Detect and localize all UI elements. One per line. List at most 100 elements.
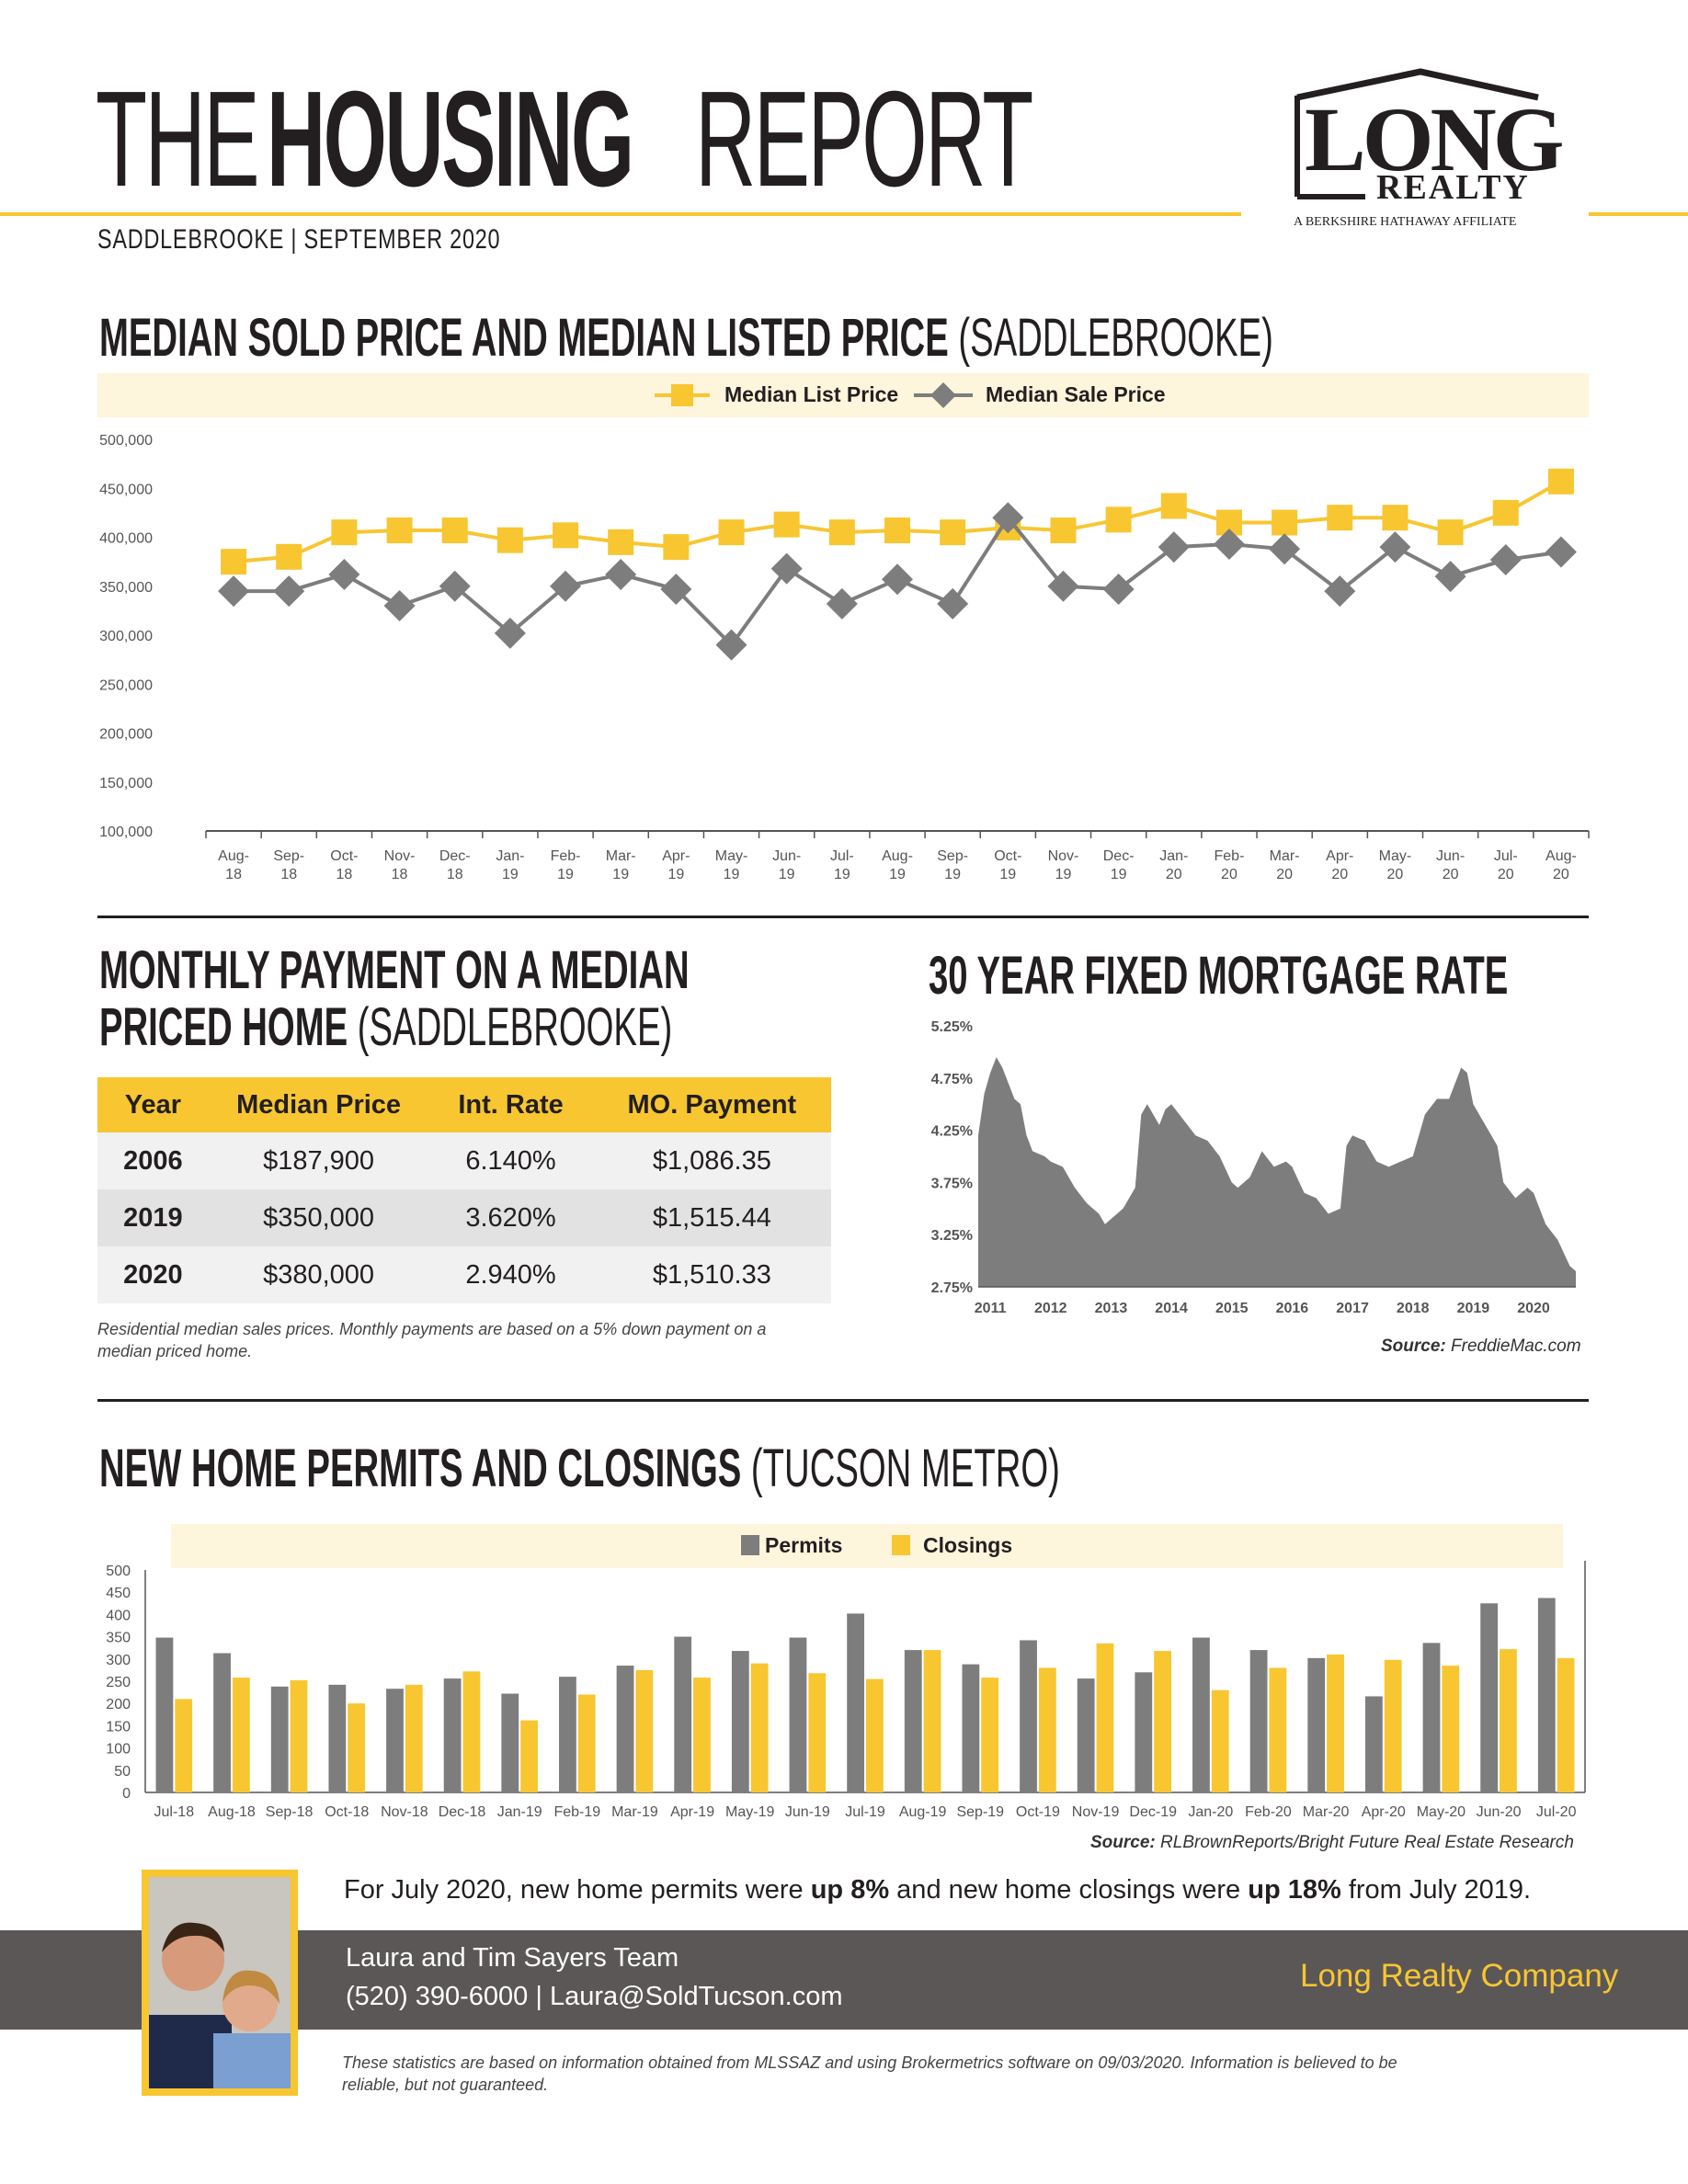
- x-tick-label: Dec-19: [1103, 848, 1135, 882]
- x-tick-label: Jan-19: [496, 848, 524, 882]
- x-tick-label: Jan-20: [1159, 848, 1188, 882]
- title-report: REPORT: [695, 63, 1033, 215]
- x-tick-label: 2011: [975, 1301, 1007, 1316]
- x-tick-label: Feb-19: [551, 848, 581, 882]
- y-tick-label: 100: [106, 1742, 131, 1757]
- list-price-point: [663, 534, 690, 561]
- closings-bar: [1327, 1654, 1344, 1792]
- closings-bar: [577, 1694, 596, 1792]
- x-tick-label: Jul-19: [845, 1804, 885, 1820]
- closings-bar: [1211, 1689, 1229, 1792]
- sale-price-point: [439, 570, 471, 602]
- x-tick-label: Sep-18: [266, 1804, 314, 1820]
- column-header-year: Year: [97, 1077, 209, 1132]
- y-tick-label: 150,000: [99, 776, 153, 791]
- y-tick-label: 300: [106, 1653, 131, 1668]
- section-title-bold: NEW HOME PERMITS AND CLOSINGS: [99, 1439, 742, 1498]
- y-tick-label: 50: [114, 1764, 131, 1780]
- x-tick-label: Jul-19: [830, 848, 854, 882]
- list-price-point: [441, 518, 468, 544]
- median-price-section-title: MEDIAN SOLD PRICE AND MEDIAN LISTED PRIC…: [99, 309, 1273, 368]
- title-housing: HOUSING: [267, 63, 634, 215]
- x-tick-label: Oct-19: [994, 848, 1021, 882]
- x-tick-label: Mar-19: [606, 848, 636, 882]
- permits-bar: [847, 1613, 864, 1792]
- list-price-point: [1382, 505, 1409, 531]
- title-underline-right: [1589, 212, 1688, 216]
- legend-closings-swatch: [892, 1535, 910, 1555]
- mortgage-rate-area: [978, 1057, 1576, 1287]
- x-tick-label: Jul-20: [1494, 848, 1518, 882]
- mortgage-source: Source: FreddieMac.com: [1381, 1337, 1581, 1357]
- permits-summary: For July 2020, new home permits were up …: [344, 1875, 1531, 1905]
- closings-bar: [1384, 1659, 1402, 1792]
- x-tick-label: May-19: [715, 848, 748, 882]
- sale-price-point: [605, 558, 637, 590]
- table-header-row: Year Median Price Int. Rate MO. Payment: [97, 1077, 831, 1132]
- closings-bar: [175, 1699, 193, 1792]
- x-tick-label: Jun-19: [772, 848, 801, 882]
- list-price-point: [1160, 493, 1187, 519]
- y-tick-label: 250: [106, 1675, 131, 1690]
- x-tick-label: Nov-19: [1072, 1804, 1120, 1820]
- x-tick-label: 2020: [1517, 1301, 1550, 1316]
- x-tick-label: Jun-20: [1477, 1804, 1522, 1820]
- x-tick-label: Jan-19: [497, 1804, 542, 1820]
- sale-price-point: [328, 558, 360, 590]
- permits-bar: [443, 1678, 462, 1792]
- permits-section-title: NEW HOME PERMITS AND CLOSINGS (TUCSON ME…: [99, 1439, 1060, 1498]
- cell-mo-payment: $1,515.44: [592, 1189, 831, 1246]
- legend-list-price-label: Median List Price: [724, 382, 899, 406]
- x-tick-label: 2018: [1397, 1301, 1430, 1316]
- disclaimer-line: These statistics are based on informatio…: [342, 2053, 1397, 2072]
- permits-bar: [616, 1666, 634, 1792]
- mortgage-rate-area-chart: 5.25% 4.75% 4.25% 3.75% 3.25% 2.75%2011 2012 20…: [931, 1019, 1576, 1316]
- x-tick-label: Feb-20: [1245, 1804, 1292, 1820]
- sale-price-point: [1102, 573, 1135, 605]
- logo-long-text: LONG: [1305, 88, 1564, 190]
- legend-sale-price-label: Median Sale Price: [986, 382, 1166, 406]
- summary-permits-change: up 8%: [810, 1875, 890, 1905]
- y-tick-label: 150: [106, 1719, 131, 1735]
- x-tick-label: Mar-20: [1270, 848, 1300, 882]
- x-tick-label: Dec-18: [439, 1804, 486, 1820]
- x-tick-label: Sep-19: [937, 848, 968, 882]
- permits-bar: [1020, 1640, 1037, 1792]
- section-title-light: (SADDLEBROOKE): [958, 308, 1273, 368]
- agent-photo: [149, 1877, 291, 2088]
- permits-bar: [559, 1677, 576, 1792]
- closings-bar: [1269, 1667, 1287, 1792]
- y-tick-label: 500: [106, 1564, 131, 1579]
- list-price-point: [773, 511, 800, 538]
- x-tick-label: Apr-20: [1362, 1804, 1406, 1820]
- permits-bar: [904, 1650, 922, 1792]
- x-tick-label: Mar-20: [1303, 1804, 1350, 1820]
- list-price-point: [940, 519, 966, 546]
- team-name: Laura and Tim Sayers Team: [346, 1943, 679, 1973]
- table-row: 2019 $350,000 3.620% $1,515.44: [97, 1189, 831, 1246]
- column-header-int-rate: Int. Rate: [428, 1077, 593, 1132]
- company-name: Long Realty Company: [1300, 1958, 1619, 1994]
- x-tick-label: Apr-19: [662, 848, 690, 882]
- monthly-payment-table: Year Median Price Int. Rate MO. Payment …: [97, 1077, 831, 1303]
- logo-house-icon: [1295, 68, 1539, 199]
- permits-bar: [1537, 1598, 1556, 1792]
- sale-price-point: [383, 590, 416, 622]
- closings-bar: [1038, 1667, 1056, 1792]
- cell-mo-payment: $1,510.33: [592, 1246, 831, 1303]
- list-price-point: [718, 519, 745, 546]
- sale-price-point: [882, 563, 913, 596]
- cell-median-price: $187,900: [208, 1132, 429, 1189]
- title-underline: [0, 212, 1241, 216]
- y-tick-label: 200: [106, 1697, 131, 1712]
- x-tick-label: Aug-19: [899, 1804, 947, 1820]
- note-line: median priced home.: [97, 1342, 253, 1360]
- sale-price-point: [770, 552, 803, 585]
- column-header-median-price: Median Price: [208, 1077, 429, 1132]
- closings-bar: [462, 1671, 481, 1792]
- table-row: 2006 $187,900 6.140% $1,086.35: [97, 1132, 831, 1189]
- median-price-line-chart: 500,000 450,000 400,000 350,000 300,000 250,0…: [99, 433, 1590, 882]
- legend-closings-label: Closings: [923, 1533, 1013, 1557]
- y-tick-label: 400: [106, 1608, 131, 1623]
